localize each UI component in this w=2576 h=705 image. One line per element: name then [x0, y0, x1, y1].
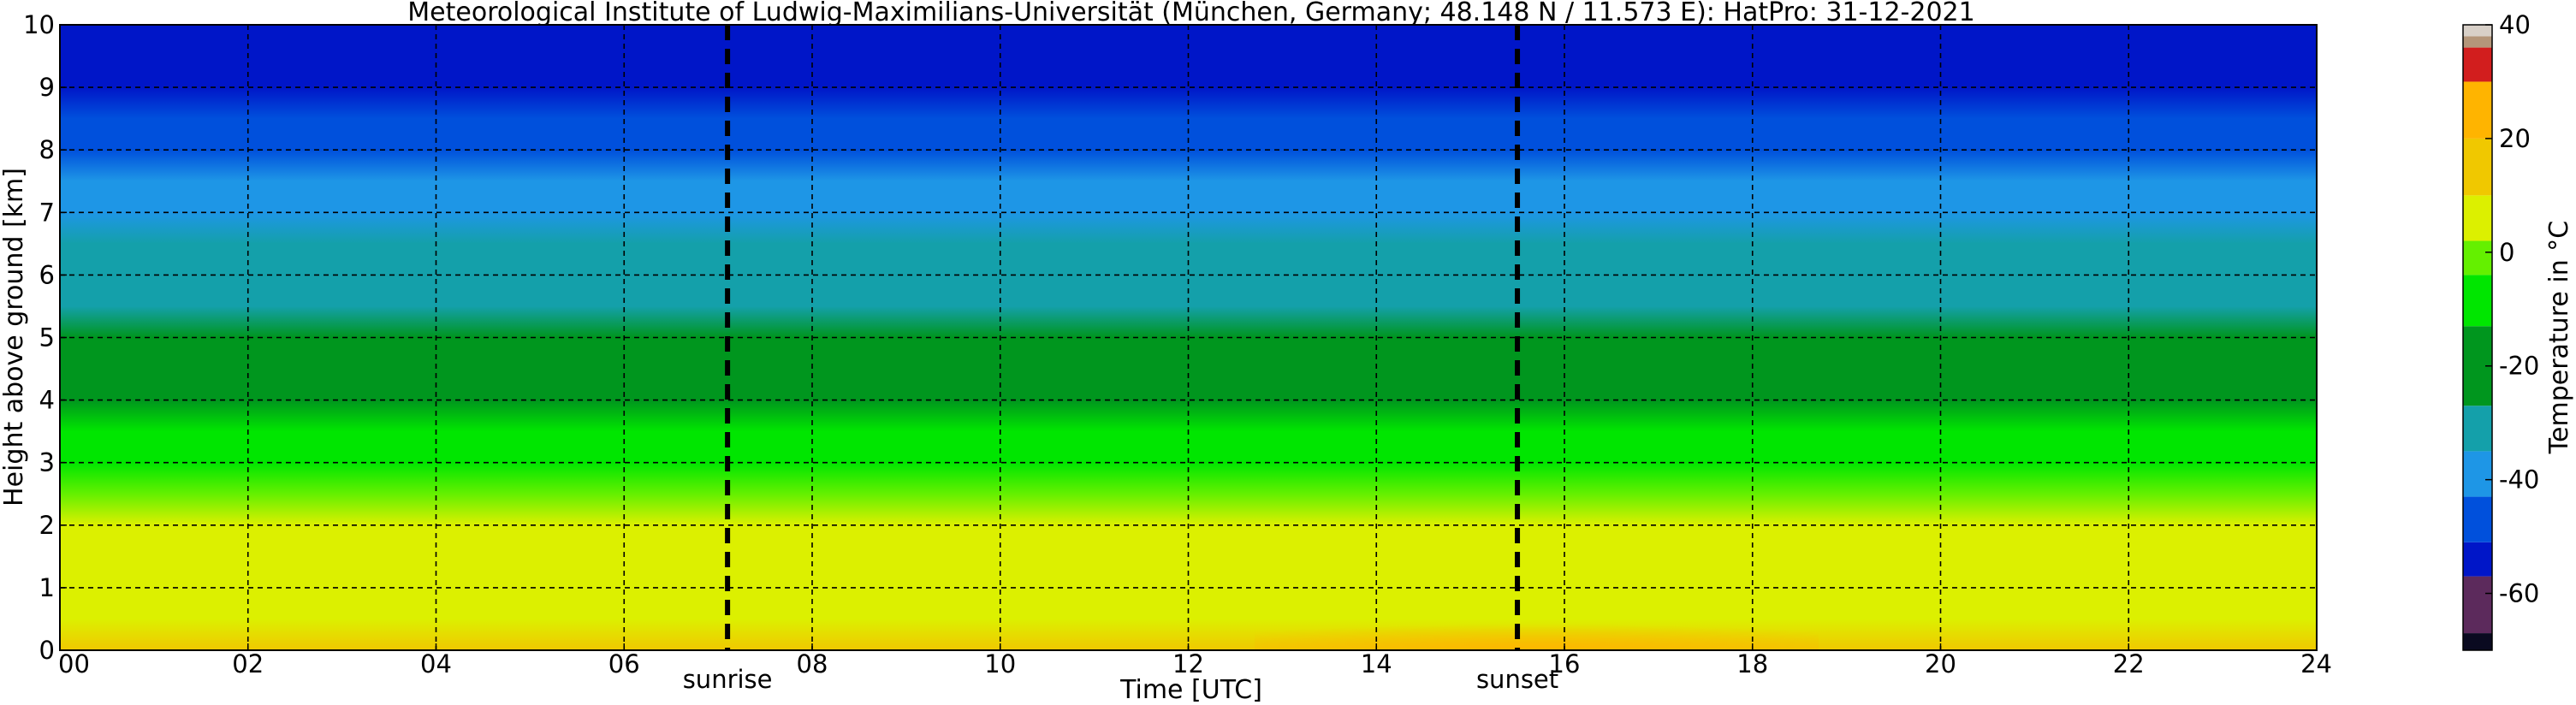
y-tick-label: 0	[39, 636, 55, 665]
grid	[60, 25, 2317, 650]
chart-title: Meteorological Institute of Ludwig-Maxim…	[407, 0, 1974, 27]
day-events: sunrise sunset	[683, 25, 1558, 694]
x-tick-label: 16	[1549, 649, 1581, 678]
x-tick-label: 04	[420, 649, 452, 678]
x-tick-label: 22	[2113, 649, 2145, 678]
colorbar-band	[2463, 406, 2492, 452]
x-tick-label: 06	[608, 649, 640, 678]
x-tick-label: 08	[797, 649, 828, 678]
colorbar-band	[2463, 576, 2492, 634]
y-tick-label: 9	[39, 73, 55, 102]
x-tick-label: 14	[1361, 649, 1392, 678]
x-tick-label: 18	[1736, 649, 1768, 678]
colorbar-label: Temperature in °C	[2544, 221, 2574, 454]
colorbar-band	[2463, 25, 2492, 37]
warm-layer	[1255, 613, 1819, 650]
colorbar-band	[2463, 275, 2492, 327]
y-tick-label: 5	[39, 323, 55, 352]
colorbar-band	[2463, 36, 2492, 48]
y-tick-label: 2	[39, 511, 55, 540]
y-axis-ticks: 0 1 2 3 4 5 6 7 8 9 10	[23, 10, 67, 665]
x-tick-label: 10	[984, 649, 1016, 678]
colorbar-band	[2463, 633, 2492, 650]
y-tick-label: 7	[39, 198, 55, 227]
event-label: sunrise	[683, 665, 773, 694]
x-tick-label: 24	[2300, 649, 2332, 678]
colorbar-tick-label: 20	[2499, 124, 2531, 153]
colorbar-band	[2463, 451, 2492, 497]
colorbar-band	[2463, 240, 2492, 275]
colorbar-band	[2463, 542, 2492, 577]
colorbar-tick-label: 0	[2499, 238, 2514, 267]
colorbar-ticks: -60 -40 -20 0 20 40	[2485, 10, 2539, 608]
x-axis-ticks: 00 02 04 06 08 10 12 14 16 18 20 22 24	[58, 643, 2332, 678]
x-tick-label: 02	[232, 649, 264, 678]
colorbar-band	[2463, 47, 2492, 82]
colorbar-tick-label: 40	[2499, 10, 2531, 39]
y-tick-label: 1	[39, 573, 55, 602]
colorbar-tick-label: -20	[2499, 352, 2539, 381]
event-label: sunset	[1476, 665, 1558, 694]
y-tick-label: 4	[39, 386, 55, 415]
colorbar-tick-label: -60	[2499, 579, 2539, 608]
plot-area: sunrise sunset	[59, 24, 2318, 694]
colorbar-tick-label: -40	[2499, 465, 2539, 495]
y-tick-label: 6	[39, 260, 55, 289]
x-axis-title: Time [UTC]	[1119, 675, 1262, 705]
colorbar: -60 -40 -20 0 20 40 Temperature in °C	[2462, 10, 2574, 651]
colorbar-band	[2463, 81, 2492, 139]
y-tick-label: 10	[23, 10, 55, 39]
y-tick-label: 8	[39, 135, 55, 164]
colorbar-band	[2463, 496, 2492, 542]
x-tick-label: 20	[1925, 649, 1956, 678]
colorbar-band	[2463, 195, 2492, 241]
y-axis-title: Height above ground [km]	[0, 168, 29, 507]
colorbar-band	[2463, 138, 2492, 196]
x-tick-label: 12	[1172, 649, 1204, 678]
colorbar-bands	[2463, 25, 2492, 650]
y-tick-label: 3	[39, 448, 55, 477]
colorbar-frame	[2462, 24, 2493, 651]
x-tick-label: 00	[58, 649, 90, 678]
